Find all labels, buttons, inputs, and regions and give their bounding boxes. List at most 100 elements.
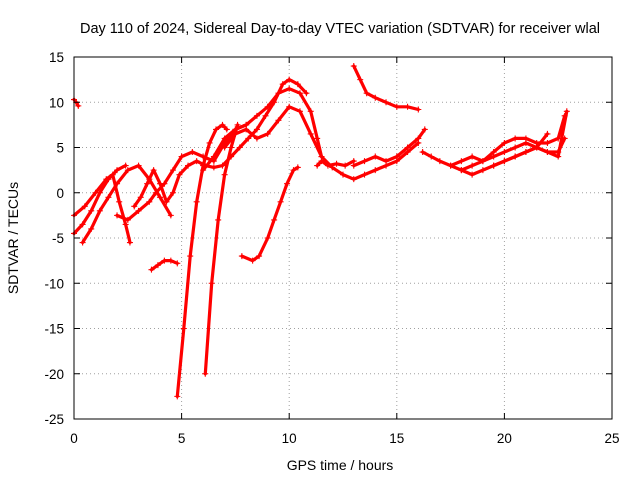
- series-path: [352, 127, 427, 168]
- data-point: [202, 370, 209, 377]
- data-point: [223, 126, 230, 133]
- data-point: [193, 158, 200, 165]
- data-point: [131, 203, 138, 210]
- data-point: [361, 171, 368, 178]
- data-point: [81, 203, 88, 210]
- y-tick-label: -10: [44, 276, 64, 291]
- data-point: [563, 108, 570, 115]
- y-tick-label: -5: [52, 231, 64, 246]
- y-tick-label: 0: [56, 186, 64, 201]
- data-point: [372, 153, 379, 160]
- series-track-12: [238, 164, 301, 264]
- data-point: [342, 162, 349, 169]
- data-point: [501, 139, 508, 146]
- y-tick-label: -20: [44, 367, 64, 382]
- x-tick-label: 25: [604, 431, 619, 446]
- data-point: [277, 198, 284, 205]
- data-point: [185, 162, 192, 169]
- data-point: [219, 121, 226, 128]
- data-point: [512, 144, 519, 151]
- data-point: [296, 108, 303, 115]
- data-point: [253, 112, 260, 119]
- data-point: [294, 164, 301, 171]
- data-point: [180, 325, 187, 332]
- x-tick-label: 5: [178, 431, 186, 446]
- data-point: [135, 162, 142, 169]
- data-point: [174, 260, 181, 267]
- data-point: [137, 194, 144, 201]
- data-point: [105, 176, 112, 183]
- data-point: [469, 171, 476, 178]
- data-point: [421, 126, 428, 133]
- series-track-9: [202, 121, 241, 377]
- data-point: [324, 162, 331, 169]
- series-path: [492, 109, 569, 168]
- data-point: [167, 257, 174, 264]
- data-point: [372, 167, 379, 174]
- data-point: [150, 167, 157, 174]
- data-point: [275, 117, 282, 124]
- data-point: [256, 253, 263, 260]
- data-point: [114, 167, 121, 174]
- data-point: [178, 153, 185, 160]
- data-point: [114, 180, 121, 187]
- data-point: [243, 126, 250, 133]
- data-point: [458, 158, 465, 165]
- y-tick-label: 10: [49, 95, 64, 110]
- data-point: [148, 266, 155, 273]
- series-track-8: [174, 121, 230, 400]
- data-point: [114, 212, 121, 219]
- series-track-11: [221, 103, 422, 183]
- data-point: [307, 108, 314, 115]
- series-track-19: [490, 108, 570, 169]
- data-point: [157, 194, 164, 201]
- series-layer: [71, 63, 570, 400]
- data-point: [189, 149, 196, 156]
- data-point: [490, 162, 497, 169]
- data-point: [167, 212, 174, 219]
- data-point: [221, 135, 228, 142]
- data-point: [363, 90, 370, 97]
- tick-layer: 0 5 10 15 20 25 -25 -20 -15 -10 -5 0 5 10 15: [44, 50, 619, 446]
- data-point: [428, 153, 435, 160]
- data-point: [210, 164, 217, 171]
- y-tick-label: 15: [49, 50, 64, 65]
- data-point: [221, 144, 228, 151]
- data-point: [436, 158, 443, 165]
- data-point: [479, 158, 486, 165]
- data-point: [187, 253, 194, 260]
- x-tick-label: 0: [70, 431, 78, 446]
- data-point: [253, 135, 260, 142]
- y-tick-label: 5: [56, 141, 64, 156]
- data-point: [163, 198, 170, 205]
- data-point: [419, 149, 426, 156]
- data-point: [152, 189, 159, 196]
- chart-title: Day 110 of 2024, Sidereal Day-to-day VTE…: [80, 21, 600, 37]
- data-point: [271, 216, 278, 223]
- x-axis-label: GPS time / hours: [287, 457, 394, 473]
- data-point: [490, 153, 497, 160]
- data-point: [126, 239, 133, 246]
- data-point: [279, 81, 286, 88]
- data-point: [232, 130, 239, 137]
- data-point: [176, 171, 183, 178]
- data-point: [383, 158, 390, 165]
- data-point: [124, 216, 131, 223]
- data-point: [221, 171, 228, 178]
- data-point: [96, 189, 103, 196]
- data-point: [404, 103, 411, 110]
- data-point: [544, 130, 551, 137]
- data-point: [124, 167, 131, 174]
- data-point: [215, 216, 222, 223]
- y-tick-label: -15: [44, 322, 64, 337]
- data-point: [236, 144, 243, 151]
- data-point: [275, 90, 282, 97]
- data-point: [174, 393, 181, 400]
- data-point: [206, 139, 213, 146]
- data-point: [208, 280, 215, 287]
- x-tick-label: 20: [497, 431, 512, 446]
- data-point: [404, 144, 411, 151]
- data-point: [501, 149, 508, 156]
- data-point: [154, 262, 161, 269]
- data-point: [286, 76, 293, 83]
